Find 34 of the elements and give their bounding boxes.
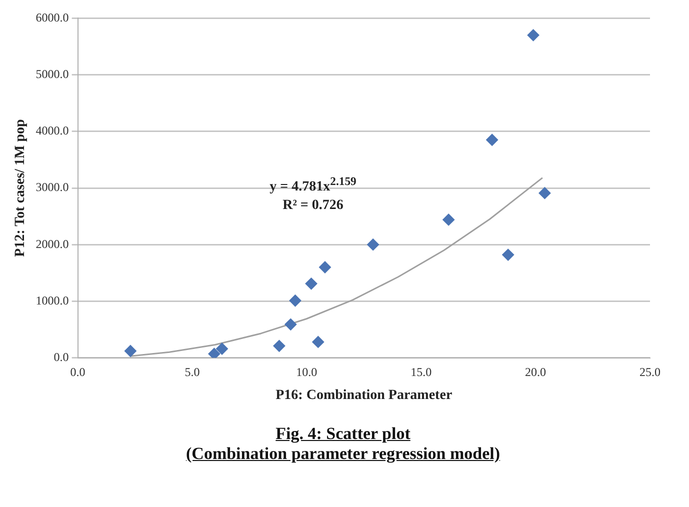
point — [124, 345, 136, 358]
annotation: y = 4.781x$^{2.159}$ — [268, 174, 358, 197]
y-tick-label: 1000.0 — [36, 293, 69, 308]
x-tick-label: 5.0 — [184, 365, 200, 380]
x-tick-label: 15.0 — [410, 365, 432, 380]
point — [273, 340, 286, 352]
y-axis-title: P12: Tot cases/ 1M pop — [13, 118, 28, 257]
point — [305, 278, 318, 290]
point — [538, 187, 551, 200]
x-tick-label: 10.0 — [296, 365, 318, 380]
x-tick-label: 25.0 — [640, 365, 660, 380]
point — [318, 261, 331, 274]
point — [289, 294, 302, 307]
point — [442, 214, 455, 226]
point — [367, 238, 380, 251]
text: Fig. 4: Scatter plot — [274, 424, 412, 444]
y-tick-label: 3000.0 — [36, 180, 69, 194]
y-tick-label: 5000.0 — [36, 66, 69, 81]
y-tick-label: 0.0 — [54, 350, 69, 364]
point — [486, 134, 498, 146]
annotation: R² = 0.726 — [282, 196, 344, 215]
point — [527, 29, 540, 42]
x-tick-label: 20.0 — [525, 365, 546, 380]
text: (Combination parameter regression model) — [185, 444, 501, 464]
point — [312, 336, 324, 348]
x-tick-label: 0.0 — [70, 365, 86, 380]
point — [216, 342, 228, 355]
point — [208, 348, 220, 358]
point — [284, 318, 297, 330]
point — [502, 248, 514, 261]
y-tick-label: 4000.0 — [36, 124, 69, 138]
x-axis-title: P16: Combination Parameter — [276, 388, 452, 404]
y-tick-label: 2000.0 — [36, 236, 69, 251]
y-tick-label: 6000.0 — [36, 10, 69, 24]
